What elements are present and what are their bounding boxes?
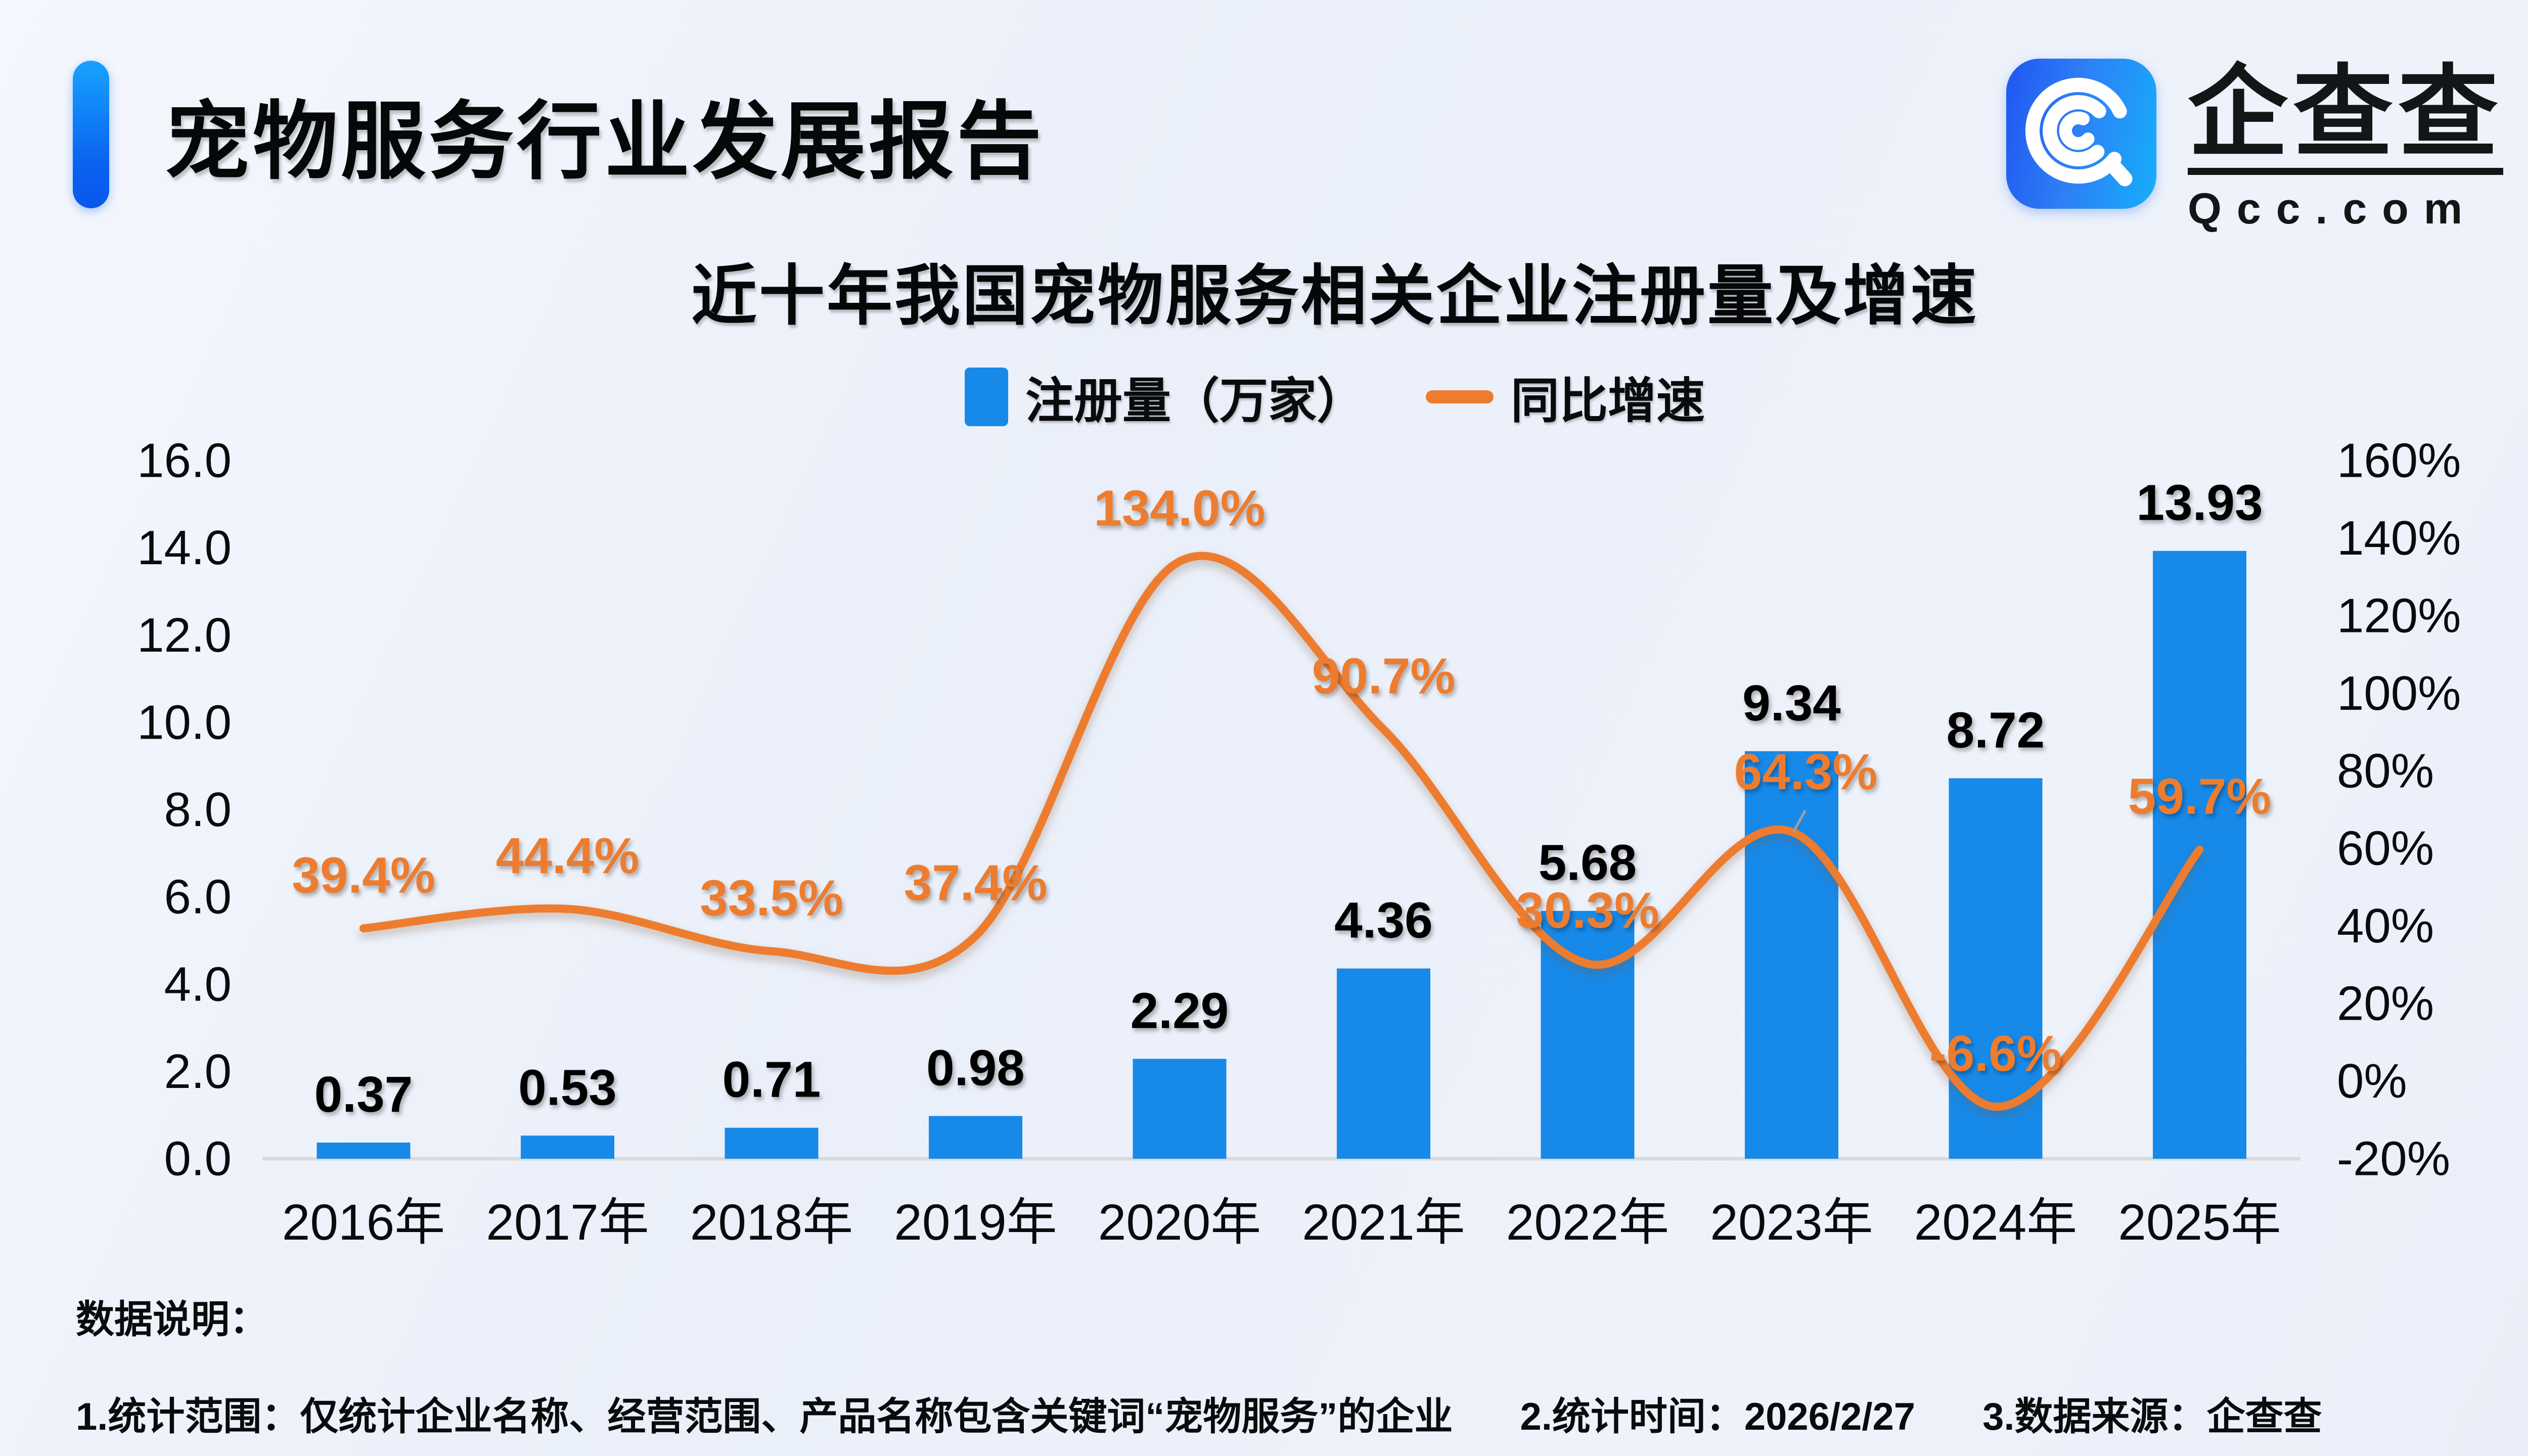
left-axis-tick: 16.0 (137, 434, 232, 488)
left-axis-tick: 6.0 (164, 870, 232, 924)
bar-value-label: 9.34 (1742, 675, 1841, 732)
left-axis-tick: 0.0 (164, 1132, 232, 1186)
chart-legend: 注册量（万家） 同比增速 (81, 361, 2528, 432)
growth-value-label: 64.3% (1734, 744, 1878, 800)
footnote-block: 数据说明： 1.统计范围：仅统计企业名称、经营范围、产品名称包含关键词“宠物服务… (76, 1288, 2322, 1441)
right-axis-tick: 0% (2337, 1054, 2407, 1108)
right-axis-tick: 140% (2337, 511, 2461, 565)
report-header: 宠物服务行业发展报告 (73, 60, 1045, 209)
footnote-body: 1.统计范围：仅统计企业名称、经营范围、产品名称包含关键词“宠物服务”的企业 2… (76, 1385, 2322, 1441)
x-axis-label: 2022年 (1506, 1194, 1669, 1251)
x-axis-label: 2023年 (1710, 1194, 1873, 1251)
x-axis-label: 2019年 (894, 1194, 1057, 1251)
qcc-logo: 企查查 Qcc.com (2006, 59, 2503, 234)
x-axis-label: 2025年 (2118, 1194, 2281, 1251)
growth-value-label: 37.4% (904, 855, 1048, 912)
footnote-item: 1.统计范围：仅统计企业名称、经营范围、产品名称包含关键词“宠物服务”的企业 (76, 1395, 1453, 1438)
qcc-logo-name: 企查查 (2188, 59, 2503, 175)
label-leader-line (1792, 810, 1807, 833)
bar-series-swatch (965, 367, 1008, 426)
footnote-heading: 数据说明： (76, 1298, 268, 1341)
legend-item-bars: 注册量（万家） (965, 361, 1365, 432)
growth-value-label: 59.7% (2128, 768, 2272, 825)
header-accent-bar (73, 60, 109, 208)
line-series-swatch (1426, 390, 1494, 403)
x-axis-label: 2017年 (486, 1194, 649, 1251)
right-axis-tick: 40% (2337, 899, 2434, 953)
bar-value-label: 0.98 (926, 1039, 1025, 1096)
bar-2018年 (725, 1127, 819, 1159)
bar-2016年 (317, 1143, 411, 1159)
right-axis-tick: -20% (2337, 1132, 2450, 1186)
growth-value-label: 33.5% (700, 870, 843, 927)
bar-2017年 (521, 1135, 614, 1159)
qcc-logo-icon (2006, 59, 2156, 209)
left-axis-tick: 8.0 (164, 783, 232, 837)
growth-value-label: 30.3% (1516, 882, 1659, 939)
growth-value-label: 90.7% (1312, 648, 1456, 705)
bar-value-label: 0.53 (518, 1059, 617, 1116)
growth-value-label: 134.0% (1094, 480, 1265, 536)
chart-title: 近十年我国宠物服务相关企业注册量及增速 (691, 259, 1978, 333)
right-axis-tick: 80% (2337, 744, 2434, 798)
bar-2021年 (1337, 968, 1430, 1159)
qcc-logo-domain: Qcc.com (2188, 184, 2478, 233)
page-title: 宠物服务行业发展报告 (165, 94, 1045, 189)
legend-item-line: 同比增速 (1426, 361, 1705, 432)
bar-value-label: 0.37 (314, 1066, 413, 1123)
qcc-logo-text: 企查查 Qcc.com (2188, 59, 2503, 234)
left-axis-tick: 4.0 (164, 957, 232, 1011)
bar-value-label: 0.71 (723, 1052, 821, 1108)
right-axis-tick: 120% (2337, 588, 2461, 643)
bar-2019年 (929, 1116, 1022, 1159)
bar-2024年 (1949, 778, 2043, 1159)
left-axis-tick: 14.0 (137, 521, 232, 575)
bar-value-label: 13.93 (2136, 475, 2263, 531)
bar-2023年 (1745, 751, 1838, 1159)
left-axis-tick: 2.0 (164, 1044, 232, 1099)
x-axis-label: 2021年 (1302, 1194, 1465, 1251)
footnote-item: 3.数据来源：企查查 (1982, 1395, 2322, 1438)
x-axis-label: 2018年 (690, 1194, 853, 1251)
x-axis-label: 2016年 (282, 1194, 445, 1251)
bar-value-label: 4.36 (1334, 892, 1433, 949)
x-axis-label: 2024年 (1914, 1194, 2077, 1251)
bar-value-label: 2.29 (1131, 982, 1229, 1039)
left-axis-tick: 10.0 (137, 695, 232, 749)
bar-value-label: 8.72 (1947, 702, 2045, 758)
legend-label-line: 同比增速 (1511, 374, 1705, 428)
right-axis-tick: 20% (2337, 977, 2434, 1031)
bar-2020年 (1133, 1059, 1227, 1159)
chart-heading-row: 近十年我国宠物服务相关企业注册量及增速 (81, 243, 2528, 338)
growth-value-label: -6.6% (1929, 1025, 2061, 1082)
bar-value-label: 5.68 (1539, 835, 1637, 891)
footnote-item: 2.统计时间：2026/2/27 (1520, 1395, 1916, 1438)
right-axis-tick: 100% (2337, 666, 2461, 720)
x-axis-label: 2020年 (1098, 1194, 1261, 1251)
growth-line (359, 552, 2204, 1111)
left-axis-tick: 12.0 (137, 608, 232, 662)
growth-value-label: 44.4% (496, 828, 640, 884)
right-axis-tick: 60% (2337, 822, 2434, 876)
legend-label-bars: 注册量（万家） (1025, 374, 1365, 428)
right-axis-tick: 160% (2337, 434, 2461, 488)
magnifier-spiral-icon (2025, 77, 2133, 187)
growth-value-label: 39.4% (292, 847, 435, 903)
